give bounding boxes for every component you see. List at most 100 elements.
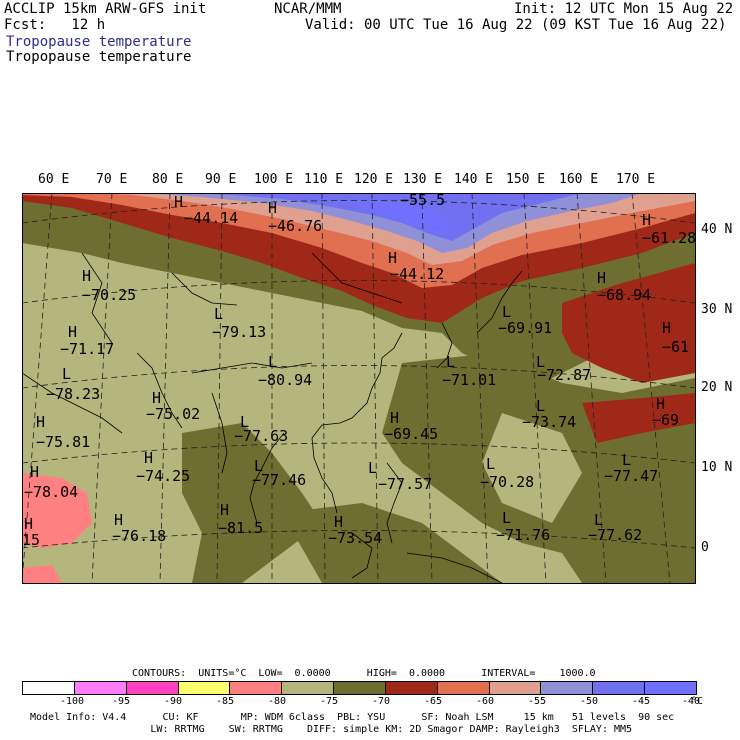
legend-label: -40 bbox=[682, 696, 701, 707]
lon-label: 120 E bbox=[354, 172, 394, 187]
extremum-mark: L bbox=[622, 451, 632, 469]
legend-label: -100 bbox=[60, 696, 85, 707]
extremum-number: 73.74 bbox=[531, 413, 577, 431]
extremum-number: 68.94 bbox=[606, 286, 652, 304]
model-info-line2: LW: RRTMG SW: RRTMG DIFF: simple KM: 2D … bbox=[30, 724, 633, 735]
extremum-mark: H bbox=[114, 511, 124, 529]
legend-swatch bbox=[645, 682, 696, 694]
lon-label: 100 E bbox=[254, 172, 294, 187]
extremum-mark: L bbox=[62, 365, 72, 383]
extremum-value: −77.63 bbox=[234, 427, 289, 445]
extremum-value: −69.45 bbox=[384, 425, 439, 443]
institution-label: NCAR/MMM bbox=[274, 1, 342, 17]
init-time: Init: 12 UTC Mon 15 Aug 22 bbox=[514, 1, 734, 17]
extremum-value: −68.94 bbox=[597, 286, 652, 304]
extremum-number: 73.54 bbox=[337, 529, 383, 547]
extremum-value: −61.28 bbox=[642, 229, 695, 247]
extremum-number: 76.18 bbox=[121, 527, 167, 545]
legend-swatch bbox=[74, 682, 127, 694]
legend-swatch bbox=[541, 682, 594, 694]
legend-swatch bbox=[334, 682, 386, 694]
extremum-value: −73.74 bbox=[522, 413, 577, 431]
extremum-value: −75.02 bbox=[146, 405, 201, 423]
extremum-mark: H bbox=[334, 513, 344, 531]
legend-swatch bbox=[178, 682, 231, 694]
extremum-value: −77.46 bbox=[252, 471, 307, 489]
extremum-number: 61.28 bbox=[651, 229, 695, 247]
extremum-value: −72.87 bbox=[537, 366, 592, 384]
extremum-number: 72.87 bbox=[546, 366, 592, 384]
extremum-value: −81.5 bbox=[218, 519, 264, 537]
extremum-mark: H bbox=[174, 193, 184, 211]
extremum-mark: H bbox=[390, 409, 400, 427]
lon-label: 80 E bbox=[152, 172, 184, 187]
legend-label: -50 bbox=[580, 696, 599, 707]
extremum-value: −71.17 bbox=[60, 340, 115, 358]
color-legend bbox=[22, 681, 697, 695]
legend-swatch bbox=[126, 682, 179, 694]
forecast-hour: Fcst: 12 h bbox=[4, 17, 106, 33]
legend-swatch bbox=[489, 682, 542, 694]
field-title-secondary: Tropopause temperature bbox=[6, 49, 192, 65]
lon-label: 110 E bbox=[304, 172, 344, 187]
legend-label: -95 bbox=[112, 696, 131, 707]
extremum-value: 15 bbox=[22, 531, 41, 549]
extremum-mark: H bbox=[656, 395, 666, 413]
legend-swatch bbox=[437, 682, 490, 694]
extremum-number: 70.25 bbox=[91, 286, 137, 304]
legend-label: -85 bbox=[216, 696, 235, 707]
extremum-number: 78.04 bbox=[33, 483, 79, 501]
extremum-mark: L bbox=[502, 303, 512, 321]
legend-swatch bbox=[593, 682, 646, 694]
legend-swatch bbox=[230, 682, 283, 694]
extremum-mark: L bbox=[254, 457, 264, 475]
extremum-value: −44.12 bbox=[390, 265, 445, 283]
extremum-mark: H bbox=[36, 413, 46, 431]
extremum-mark: L bbox=[446, 353, 456, 371]
legend-label: -65 bbox=[424, 696, 443, 707]
lat-label: 30 N bbox=[701, 302, 733, 317]
legend-label: -75 bbox=[320, 696, 339, 707]
extremum-number: 80.94 bbox=[267, 371, 313, 389]
extremum-number: 71.76 bbox=[505, 526, 551, 544]
extremum-number: 79.13 bbox=[221, 323, 267, 341]
extremum-number: 81.5 bbox=[227, 519, 264, 537]
extremum-value: −71.76 bbox=[496, 526, 551, 544]
model-run-title: ACCLIP 15km ARW-GFS init bbox=[4, 1, 207, 17]
lat-label: 40 N bbox=[701, 222, 733, 237]
legend-label: -60 bbox=[476, 696, 495, 707]
extremum-mark: H bbox=[662, 319, 672, 337]
extremum-number: 69.45 bbox=[393, 425, 439, 443]
extremum-number: 69 bbox=[661, 411, 680, 429]
extremum-mark: H bbox=[597, 269, 607, 287]
extremum-mark: H bbox=[24, 515, 34, 533]
extremum-number: 71.01 bbox=[451, 371, 497, 389]
extremum-value: −46.76 bbox=[268, 217, 323, 235]
extremum-mark: H bbox=[388, 249, 398, 267]
lon-label: 70 E bbox=[96, 172, 128, 187]
extremum-value: −74.25 bbox=[136, 467, 191, 485]
map-frame bbox=[22, 193, 696, 584]
extremum-mark: H bbox=[642, 211, 652, 229]
legend-label: -80 bbox=[268, 696, 287, 707]
extremum-value: −69 bbox=[652, 411, 680, 429]
extremum-mark: L bbox=[486, 455, 496, 473]
lon-label: 150 E bbox=[506, 172, 546, 187]
extremum-number: 61 bbox=[671, 338, 690, 356]
extremum-number: 75.02 bbox=[155, 405, 201, 423]
extremum-value: −78.04 bbox=[24, 483, 79, 501]
lon-label: 170 E bbox=[616, 172, 656, 187]
extremum-mark: H bbox=[144, 449, 154, 467]
extremum-value: −69.91 bbox=[498, 319, 553, 337]
extremum-value: −55.5 bbox=[400, 193, 446, 209]
extremum-mark: L bbox=[240, 413, 250, 431]
extremum-number: 77.47 bbox=[613, 467, 659, 485]
extremum-mark: H bbox=[82, 267, 92, 285]
extremum-value: −77.62 bbox=[588, 526, 643, 544]
lon-label: 90 E bbox=[205, 172, 237, 187]
extremum-value: −78.23 bbox=[46, 385, 101, 403]
extremum-mark: L bbox=[268, 353, 278, 371]
map-panel: H −44.14 H −46.76 −55.5 H −61.28 H −70.2… bbox=[22, 193, 695, 583]
extremum-value: −80.94 bbox=[258, 371, 313, 389]
lat-label: 10 N bbox=[701, 460, 733, 475]
